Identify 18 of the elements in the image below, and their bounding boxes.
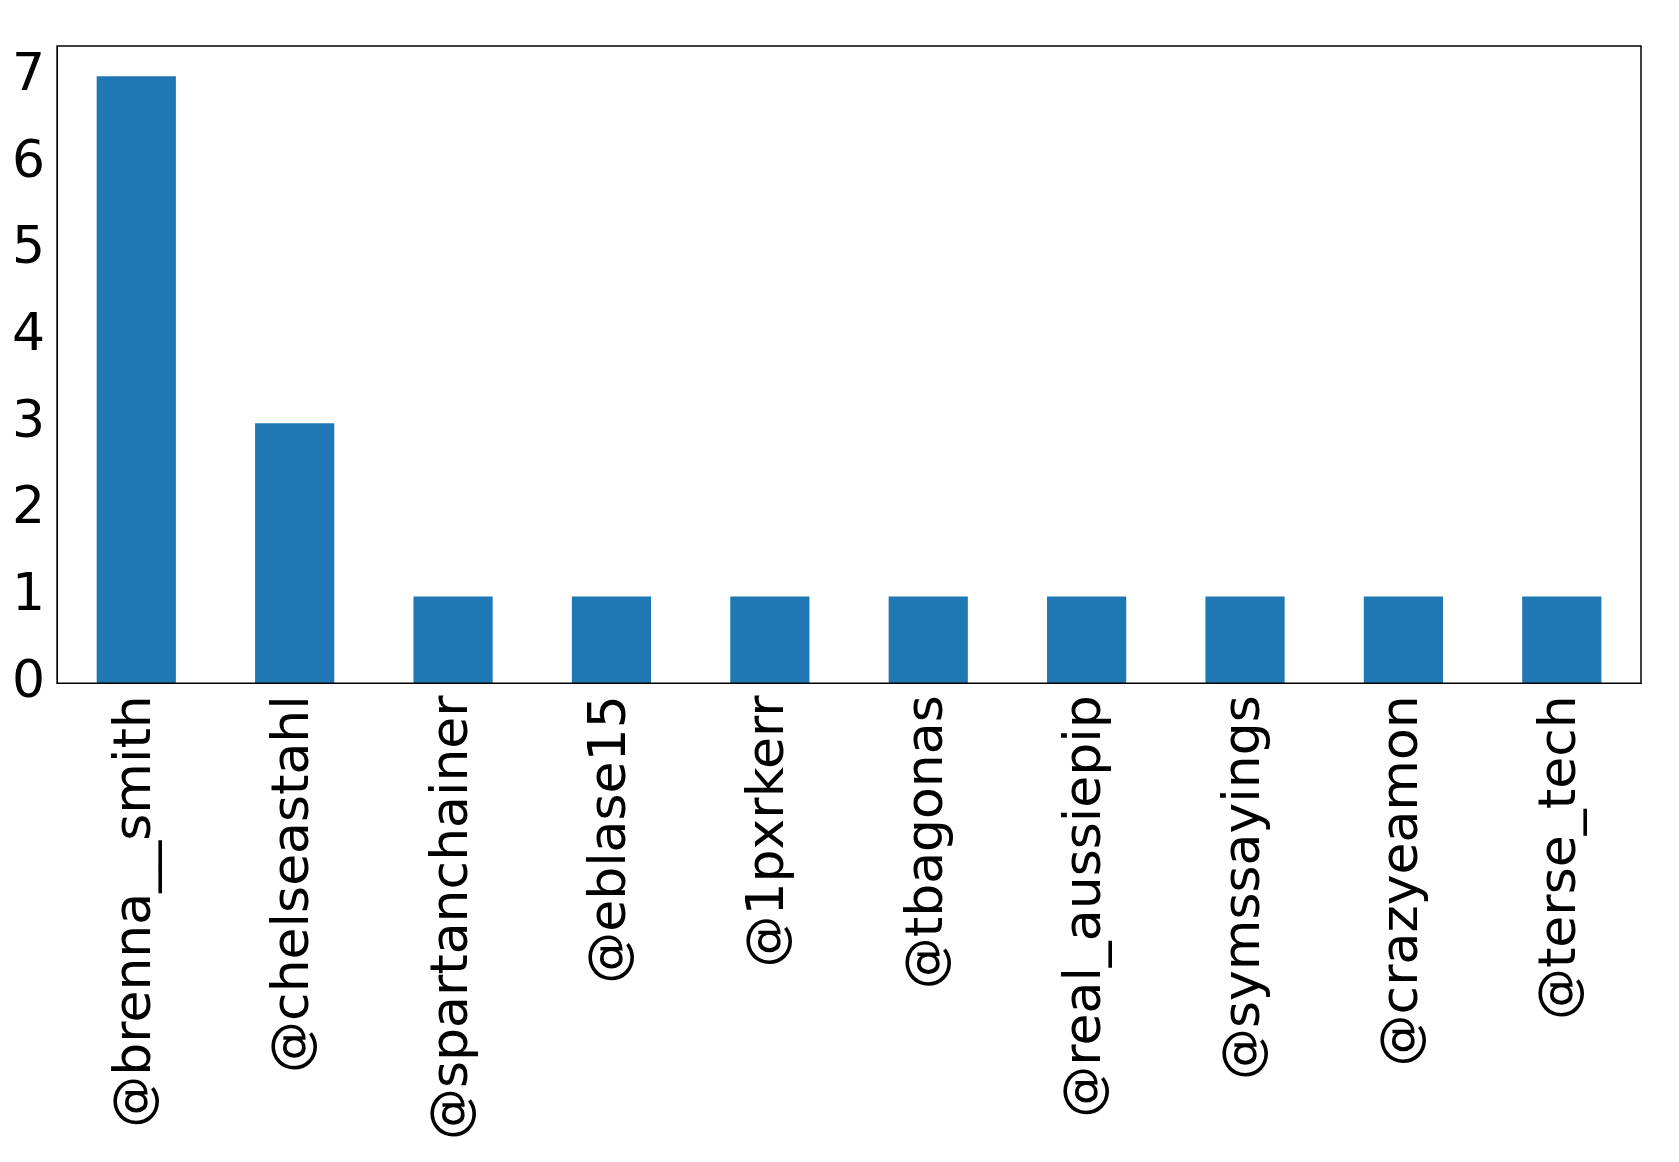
y-tick-label: 3: [11, 388, 46, 449]
x-tick-label: @eblase15: [576, 695, 637, 984]
y-tick-label: 4: [11, 301, 46, 362]
x-tick-label: @real_aussiepip: [1052, 695, 1113, 1118]
x-tick-label: @brenna__smith: [101, 695, 162, 1128]
x-tick-label: @symssayings: [1210, 695, 1271, 1081]
y-tick-label: 5: [11, 215, 46, 276]
x-tick-label: @chelseastahl: [260, 695, 321, 1073]
x-tick-label: @1pxrkerr: [735, 694, 796, 968]
x-tick-label: @crazyeamon: [1368, 695, 1429, 1067]
x-tick-label: @tbagonas: [893, 695, 954, 990]
x-tick-label: @terse_tech: [1527, 695, 1588, 1021]
x-tick-label: @spartanchainer: [418, 694, 479, 1141]
y-tick-label: 6: [11, 128, 46, 189]
y-tick-label: 7: [11, 41, 46, 102]
y-tick-label: 2: [11, 475, 46, 536]
y-tick-label: 1: [11, 562, 46, 623]
y-tick-label: 0: [11, 648, 46, 709]
